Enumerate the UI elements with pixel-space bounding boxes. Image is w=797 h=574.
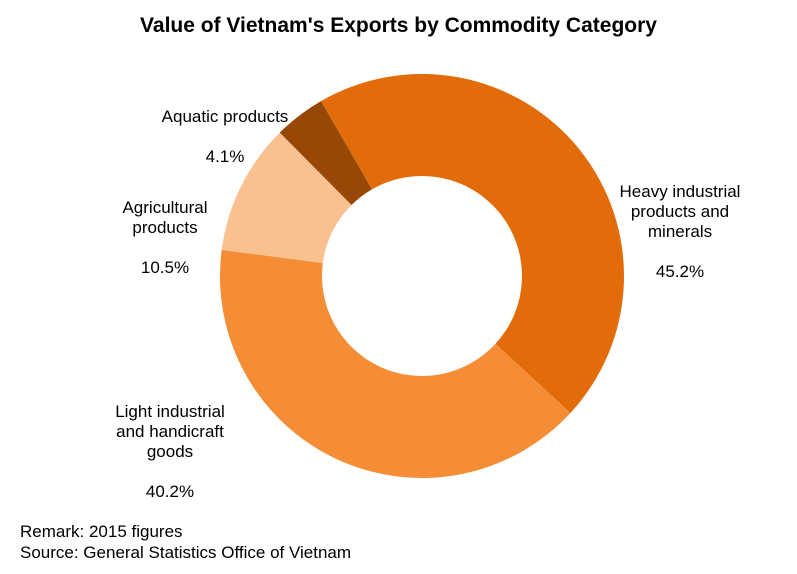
donut-slice-3 [279, 101, 372, 205]
label-heavy-industrial: Heavy industrial products and minerals 4… [600, 162, 760, 282]
donut-slice-1 [220, 249, 571, 479]
label-aquatic: Aquatic products 4.1% [140, 87, 310, 167]
label-pct: 45.2% [655, 262, 705, 281]
label-pct: 10.5% [140, 258, 190, 277]
donut-slice-2 [221, 132, 352, 264]
label-pct: 4.1% [205, 147, 245, 166]
source-text: Source: General Statistics Office of Vie… [20, 543, 352, 562]
label-name: Heavy industrial products and minerals [619, 182, 741, 241]
label-agricultural: Agricultural products 10.5% [100, 178, 230, 278]
label-name: Agricultural products [122, 198, 208, 237]
chart-title: Value of Vietnam's Exports by Commodity … [140, 14, 657, 37]
label-pct: 40.2% [145, 482, 195, 501]
label-name: Light industrial and handicraft goods [115, 402, 225, 461]
label-name: Aquatic products [161, 107, 289, 126]
label-light-industrial: Light industrial and handicraft goods 40… [100, 382, 240, 502]
remark-text: Remark: 2015 figures [20, 522, 183, 541]
donut-slice-0 [321, 73, 625, 414]
